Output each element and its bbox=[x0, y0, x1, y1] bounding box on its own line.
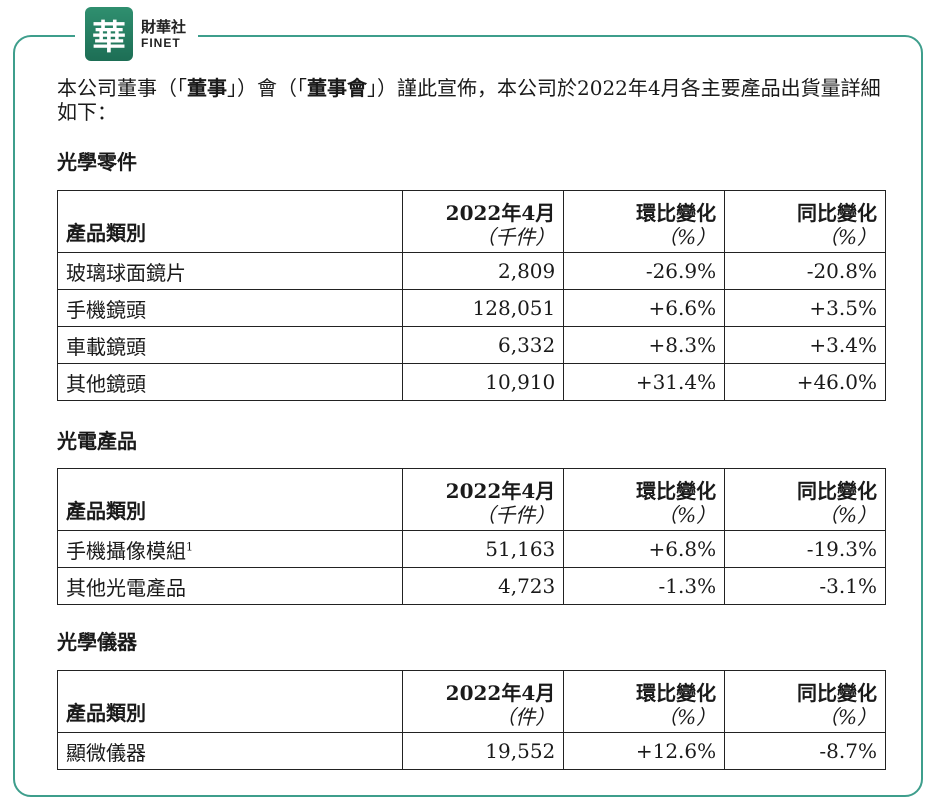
table-row: 其他鏡頭 10,910 +31.4% +46.0% bbox=[56, 363, 886, 401]
header-mom: 環比變化 （%） bbox=[563, 670, 726, 733]
section-title-optical-components: 光學零件 bbox=[57, 150, 137, 174]
table-header-row: 產品類別 2022年4月 （千件） 環比變化 （%） 同比變化 （%） bbox=[56, 190, 886, 253]
header-month: 2022年4月 （件） bbox=[402, 670, 565, 733]
intro-paragraph: 本公司董事（「董事」）會（「董事會」）謹此宣佈，本公司於2022年4月各主要產品… bbox=[57, 76, 881, 124]
footnote-marker: 1 bbox=[186, 539, 193, 553]
header-mom: 環比變化 （%） bbox=[563, 190, 726, 253]
optoelectronic-products-table: 產品類別 2022年4月 （千件） 環比變化 （%） 同比變化 （%） 手機攝像模組1… bbox=[56, 468, 886, 605]
optical-components-table: 產品類別 2022年4月 （千件） 環比變化 （%） 同比變化 （%） 玻璃球面鏡片 … bbox=[56, 190, 886, 401]
header-category: 產品類別 bbox=[56, 670, 404, 733]
table-row: 顯微儀器 19,552 +12.6% -8.7% bbox=[56, 732, 886, 770]
table-row: 玻璃球面鏡片 2,809 -26.9% -20.8% bbox=[56, 252, 886, 290]
header-yoy: 同比變化 （%） bbox=[724, 190, 886, 253]
table-header-row: 產品類別 2022年4月 （千件） 環比變化 （%） 同比變化 （%） bbox=[56, 468, 886, 531]
header-mom: 環比變化 （%） bbox=[563, 468, 726, 531]
header-category: 產品類別 bbox=[56, 190, 404, 253]
section-title-optical-instruments: 光學儀器 bbox=[57, 630, 137, 654]
optical-instruments-table: 產品類別 2022年4月 （件） 環比變化 （%） 同比變化 （%） 顯微儀器 19,… bbox=[56, 670, 886, 770]
header-category: 產品類別 bbox=[56, 468, 404, 531]
header-month: 2022年4月 （千件） bbox=[402, 190, 565, 253]
section-title-optoelectronic-products: 光電產品 bbox=[57, 429, 137, 453]
content-frame bbox=[13, 35, 923, 797]
header-yoy: 同比變化 （%） bbox=[724, 468, 886, 531]
logo-chinese-name: 財華社 bbox=[141, 17, 187, 36]
table-row: 手機鏡頭 128,051 +6.6% +3.5% bbox=[56, 289, 886, 327]
table-row: 車載鏡頭 6,332 +8.3% +3.4% bbox=[56, 326, 886, 364]
header-month: 2022年4月 （千件） bbox=[402, 468, 565, 531]
table-row: 手機攝像模組1 51,163 +6.8% -19.3% bbox=[56, 530, 886, 568]
logo-english-name: FINET bbox=[141, 35, 181, 50]
table-header-row: 產品類別 2022年4月 （件） 環比變化 （%） 同比變化 （%） bbox=[56, 670, 886, 733]
table-row: 其他光電產品 4,723 -1.3% -3.1% bbox=[56, 567, 886, 605]
finet-logo: 華 財華社 FINET bbox=[75, 6, 199, 62]
header-yoy: 同比變化 （%） bbox=[724, 670, 886, 733]
logo-mark-icon: 華 bbox=[85, 7, 133, 61]
